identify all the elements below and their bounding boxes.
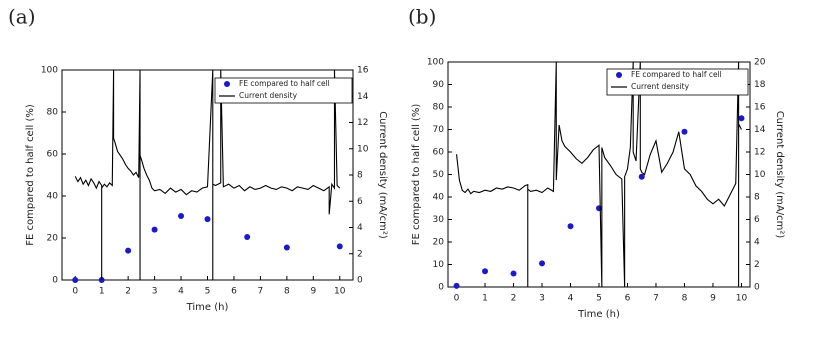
fe-point bbox=[204, 216, 211, 223]
x-axis-label: Time (h) bbox=[577, 309, 620, 320]
x-tick-label: 6 bbox=[231, 287, 237, 297]
y2-tick-label: 2 bbox=[357, 249, 363, 259]
y-tick-label: 60 bbox=[47, 150, 59, 160]
y-tick-label: 20 bbox=[433, 238, 445, 248]
x-tick-label: 1 bbox=[482, 294, 488, 304]
y2-tick-label: 4 bbox=[357, 223, 363, 233]
panel-label: (b) bbox=[408, 5, 436, 29]
y-tick-label: 30 bbox=[433, 215, 445, 225]
y2-tick-label: 14 bbox=[357, 92, 369, 102]
y-tick-label: 90 bbox=[433, 80, 445, 90]
current-line bbox=[74, 69, 341, 280]
y-tick-label: 100 bbox=[427, 58, 444, 68]
y2-tick-label: 4 bbox=[754, 238, 760, 248]
legend-marker bbox=[616, 72, 622, 78]
legend: FE compared to half cell Current density bbox=[214, 77, 353, 104]
x-tick-label: 8 bbox=[284, 287, 290, 297]
y-axis-label: FE compared to half cell (%) bbox=[411, 104, 422, 246]
x-tick-label: 8 bbox=[682, 294, 688, 304]
fe-point bbox=[596, 205, 602, 212]
y2-tick-label: 10 bbox=[357, 144, 369, 154]
y-tick-label: 70 bbox=[433, 125, 445, 135]
y2-axis-label: Current density (mA/cm²) bbox=[377, 111, 388, 239]
y-tick-label: 40 bbox=[433, 193, 445, 203]
y2-tick-label: 10 bbox=[754, 170, 766, 180]
y2-tick-label: 2 bbox=[754, 260, 760, 270]
x-tick-label: 4 bbox=[568, 294, 574, 304]
x-tick-label: 9 bbox=[710, 294, 716, 304]
legend-box bbox=[606, 68, 749, 96]
plot-frame bbox=[447, 61, 751, 288]
fe-point bbox=[151, 226, 158, 233]
x-tick-label: 5 bbox=[205, 287, 211, 297]
y-tick-label: 40 bbox=[47, 192, 59, 202]
fe-point bbox=[283, 244, 290, 251]
y-tick-label: 60 bbox=[433, 148, 445, 158]
x-tick-label: 3 bbox=[539, 294, 545, 304]
y2-tick-label: 14 bbox=[754, 125, 766, 135]
fe-point bbox=[72, 277, 79, 283]
fe-point bbox=[567, 223, 574, 230]
fe-point bbox=[482, 268, 489, 275]
fe-point bbox=[681, 128, 688, 135]
fe-point bbox=[244, 233, 251, 240]
y-tick-label: 50 bbox=[433, 170, 445, 180]
legend-box bbox=[214, 77, 353, 104]
y2-tick-label: 16 bbox=[754, 103, 766, 113]
legend-label: FE compared to half cell bbox=[631, 70, 722, 79]
fe-point bbox=[638, 173, 645, 180]
fe-point bbox=[510, 270, 517, 277]
panel-label: (a) bbox=[8, 5, 36, 29]
y-axis-label: FE compared to half cell (%) bbox=[25, 104, 36, 246]
fe-point bbox=[453, 282, 460, 289]
y2-tick-label: 8 bbox=[357, 171, 363, 181]
y2-tick-label: 8 bbox=[754, 193, 760, 203]
x-tick-label: 4 bbox=[178, 287, 184, 297]
x-axis-label: Time (h) bbox=[186, 302, 229, 313]
y-tick-label: 20 bbox=[47, 234, 59, 244]
legend-label: Current density bbox=[631, 82, 690, 91]
fe-point bbox=[539, 260, 546, 267]
y2-tick-label: 16 bbox=[357, 66, 369, 76]
fe-point bbox=[125, 247, 132, 254]
x-tick-label: 2 bbox=[511, 294, 517, 304]
legend-marker bbox=[224, 81, 230, 87]
x-tick-label: 2 bbox=[125, 287, 131, 297]
legend-label: FE compared to half cell bbox=[239, 79, 330, 88]
x-tick-label: 0 bbox=[72, 287, 78, 297]
y2-tick-label: 12 bbox=[357, 118, 368, 128]
legend-label: Current density bbox=[239, 91, 298, 100]
y2-tick-label: 6 bbox=[754, 215, 760, 225]
y-tick-label: 0 bbox=[52, 276, 58, 286]
x-tick-label: 5 bbox=[596, 294, 602, 304]
x-tick-label: 9 bbox=[310, 287, 316, 297]
y-tick-label: 100 bbox=[41, 66, 58, 76]
fe-point bbox=[738, 115, 745, 122]
x-tick-label: 6 bbox=[625, 294, 631, 304]
y2-tick-label: 12 bbox=[754, 148, 765, 158]
x-tick-label: 10 bbox=[334, 287, 346, 297]
y2-tick-label: 0 bbox=[357, 276, 363, 286]
fe-point bbox=[336, 243, 343, 250]
y2-tick-label: 6 bbox=[357, 197, 363, 207]
legend: FE compared to half cell Current density bbox=[606, 68, 749, 96]
x-tick-label: 7 bbox=[258, 287, 264, 297]
y2-tick-label: 20 bbox=[754, 58, 766, 68]
y-tick-label: 0 bbox=[438, 283, 444, 293]
y2-tick-label: 0 bbox=[754, 283, 760, 293]
x-tick-label: 1 bbox=[99, 287, 105, 297]
y-tick-label: 80 bbox=[47, 108, 59, 118]
x-tick-label: 7 bbox=[653, 294, 659, 304]
y2-tick-label: 18 bbox=[754, 80, 766, 90]
x-tick-label: 0 bbox=[454, 294, 460, 304]
x-tick-label: 10 bbox=[736, 294, 748, 304]
x-tick-label: 3 bbox=[152, 287, 158, 297]
y-tick-label: 10 bbox=[433, 260, 445, 270]
y-tick-label: 80 bbox=[433, 103, 445, 113]
fe-point bbox=[178, 212, 185, 219]
current-line bbox=[456, 61, 742, 288]
y2-axis-label: Current density (mA/cm²) bbox=[774, 111, 785, 239]
